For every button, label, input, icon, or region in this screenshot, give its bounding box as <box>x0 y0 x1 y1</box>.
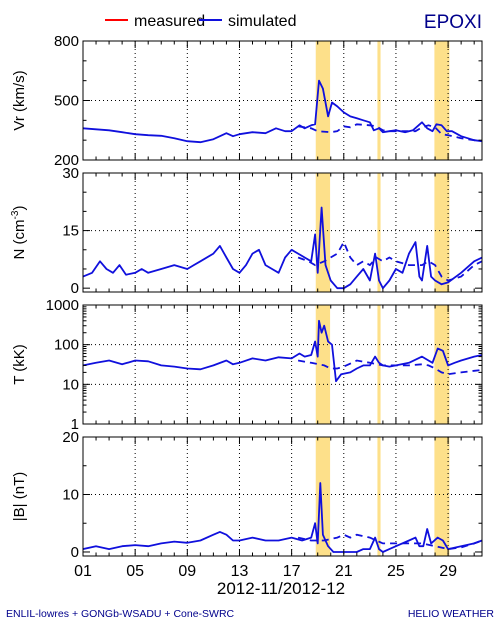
legend-simulated-label: simulated <box>228 13 296 30</box>
y-tick-label-t-1000: 1000 <box>46 297 79 314</box>
axes <box>82 40 483 557</box>
x-tick-label-29: 29 <box>439 563 457 580</box>
panel-frame-b <box>82 436 483 557</box>
highlight-band-n-1 <box>377 173 381 292</box>
x-tick-labels: 01 05 09 13 17 21 25 29 <box>74 563 457 580</box>
x-tick-label-25: 25 <box>387 563 405 580</box>
x-axis-label: 2012-11/2012-12 <box>217 579 345 598</box>
y-tick-label-t-1: 1 <box>71 416 79 433</box>
highlight-band-vr-0 <box>315 41 331 160</box>
y-axis-label-n: N (cm-3) <box>10 206 28 260</box>
y-axis-label-b: |B| (nT) <box>11 472 28 521</box>
y-tick-label-vr-800: 800 <box>54 33 79 50</box>
y-tick-label-b-10: 10 <box>62 486 79 503</box>
y-tick-label-t-10: 10 <box>62 376 79 393</box>
y-tick-label-b-0: 0 <box>71 544 79 561</box>
y-tick-label-t-100: 100 <box>54 337 79 354</box>
x-tick-label-17: 17 <box>283 563 301 580</box>
highlight-band-vr-1 <box>377 41 381 160</box>
panel-frame-vr <box>82 40 483 161</box>
y-tick-label-n-30: 30 <box>62 165 79 182</box>
y-tick-label-vr-500: 500 <box>54 93 79 110</box>
highlight-band-t-2 <box>434 305 450 424</box>
x-tick-label-01: 01 <box>74 563 92 580</box>
highlight-band-n-2 <box>434 173 450 292</box>
legend-measured-label: measured <box>134 13 205 30</box>
mission-title: EPOXI <box>424 12 482 33</box>
panel-frame-t <box>82 304 483 425</box>
brand-caption: HELIO WEATHER <box>408 608 495 620</box>
y-axis-label-t: T (kK) <box>11 344 28 385</box>
y-tick-label-n-0: 0 <box>71 280 79 297</box>
y-tick-label-vr-200: 200 <box>54 152 79 169</box>
model-caption: ENLIL-lowres + GONGb-WSADU + Cone-SWRC <box>6 608 235 620</box>
highlight-band-b-1 <box>377 437 381 556</box>
simulated-line-b <box>83 482 482 553</box>
y-tick-label-n-15: 15 <box>62 223 79 240</box>
simulated-line-n <box>83 206 482 290</box>
simulated-dashed-line-n <box>297 240 482 282</box>
simulated-line-t <box>83 319 482 383</box>
highlight-band-b-2 <box>434 437 450 556</box>
y-tick-label-b-20: 20 <box>62 429 79 446</box>
x-tick-label-05: 05 <box>126 563 144 580</box>
simulated-line-vr <box>83 79 482 144</box>
y-axis-label-vr: Vr (km/s) <box>11 70 28 130</box>
legend: measured simulated <box>105 13 296 30</box>
x-tick-label-09: 09 <box>178 563 196 580</box>
x-tick-label-13: 13 <box>231 563 249 580</box>
gridlines <box>82 41 482 556</box>
highlight-bands <box>315 41 450 556</box>
panel-frame-n <box>82 172 483 293</box>
x-tick-label-21: 21 <box>335 563 353 580</box>
simulated-dashed-line-vr <box>297 123 482 143</box>
series-lines <box>83 79 482 553</box>
